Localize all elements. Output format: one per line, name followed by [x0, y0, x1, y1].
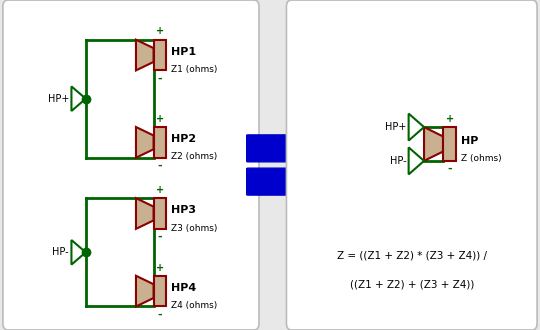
Text: Z4 (ohms): Z4 (ohms) [171, 301, 218, 310]
Polygon shape [424, 127, 443, 161]
Text: ((Z1 + Z2) + (Z3 + Z4)): ((Z1 + Z2) + (Z3 + Z4)) [349, 280, 474, 290]
Text: +: + [156, 26, 164, 36]
Text: -: - [158, 161, 162, 171]
Text: +: + [156, 263, 164, 273]
Text: -: - [158, 74, 162, 83]
Text: +: + [156, 185, 164, 195]
FancyBboxPatch shape [244, 168, 296, 195]
Text: Z2 (ohms): Z2 (ohms) [171, 152, 218, 161]
Text: HP+: HP+ [48, 94, 69, 104]
Text: Z1 (ohms): Z1 (ohms) [171, 65, 218, 74]
FancyBboxPatch shape [286, 0, 537, 330]
Polygon shape [136, 127, 153, 158]
Bar [153, 127, 166, 158]
Text: HP-: HP- [389, 156, 406, 166]
Bar [153, 276, 166, 307]
Text: Z = ((Z1 + Z2) * (Z3 + Z4)) /: Z = ((Z1 + Z2) * (Z3 + Z4)) / [337, 250, 487, 261]
Bar [443, 127, 456, 161]
Bar [153, 198, 166, 229]
Text: HP2: HP2 [171, 134, 196, 144]
Polygon shape [136, 276, 153, 307]
Text: HP1: HP1 [171, 47, 196, 57]
Text: HP: HP [461, 136, 479, 146]
Polygon shape [136, 40, 153, 70]
Text: Z3 (ohms): Z3 (ohms) [171, 223, 218, 233]
Text: HP4: HP4 [171, 283, 197, 293]
Text: -: - [158, 310, 162, 320]
Text: HP3: HP3 [171, 205, 196, 215]
Text: -: - [158, 232, 162, 242]
FancyBboxPatch shape [3, 0, 259, 330]
Text: HP+: HP+ [385, 122, 406, 132]
Polygon shape [136, 198, 153, 229]
Text: +: + [446, 114, 454, 124]
Text: HP-: HP- [52, 247, 69, 257]
Text: Z (ohms): Z (ohms) [461, 154, 502, 163]
FancyBboxPatch shape [244, 135, 296, 162]
Bar [153, 40, 166, 70]
Text: -: - [448, 164, 452, 174]
Text: +: + [156, 114, 164, 124]
